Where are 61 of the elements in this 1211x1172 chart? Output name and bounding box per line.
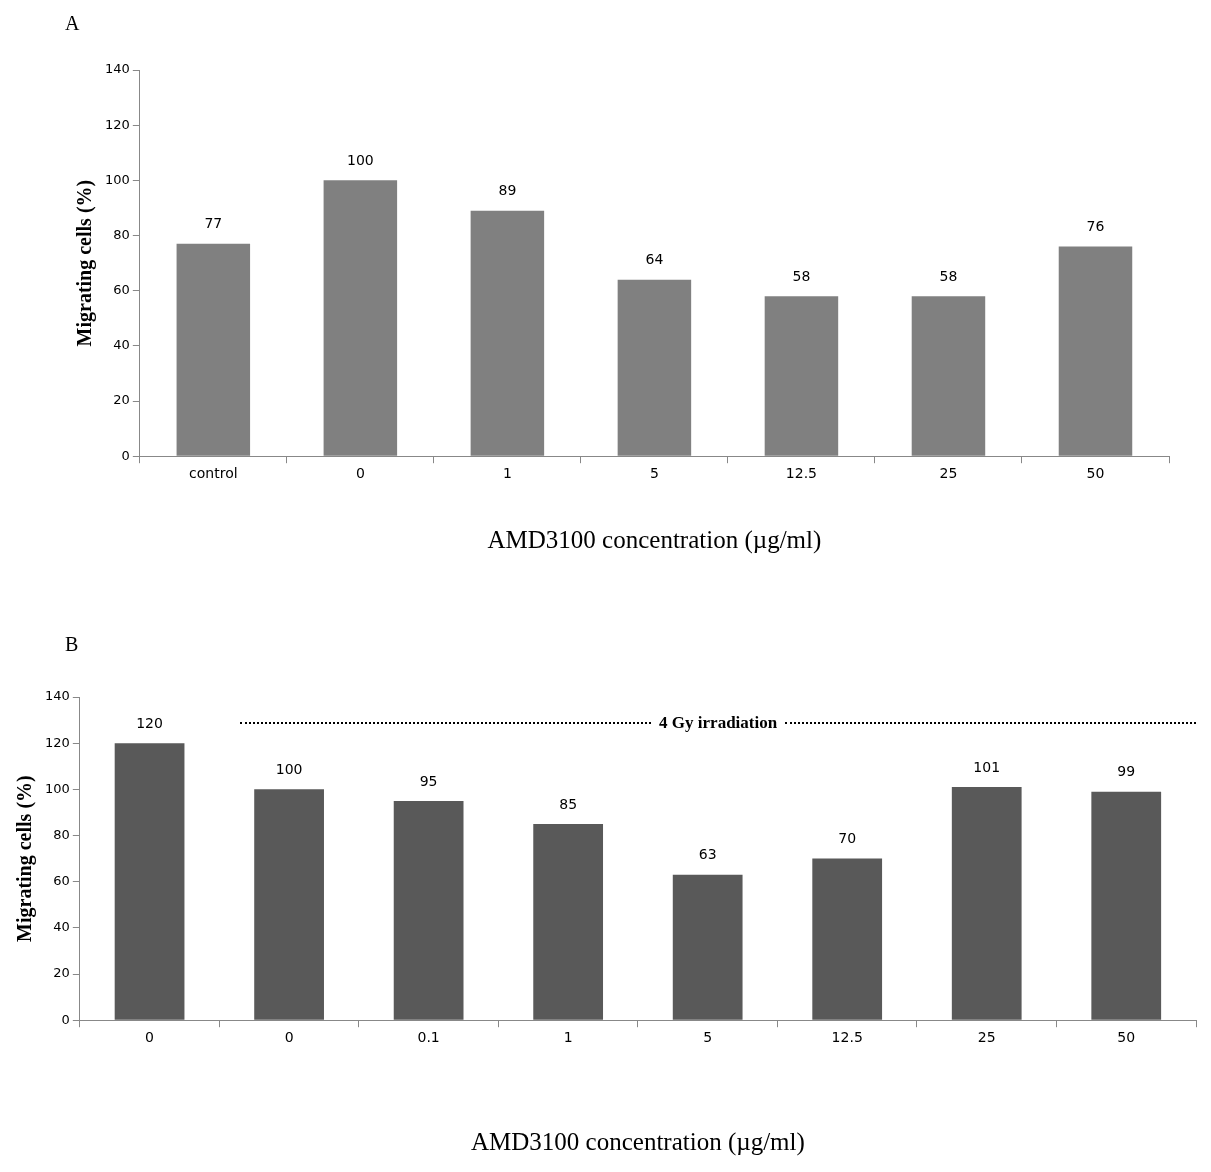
y-tick-label: 60	[53, 873, 70, 889]
bar	[812, 858, 883, 1020]
y-tick-label: 60	[113, 282, 130, 298]
x-tick-label: 50	[1086, 465, 1105, 482]
bar	[951, 787, 1022, 1020]
data-label: 64	[645, 251, 664, 268]
y-tick-label: 140	[104, 61, 130, 77]
y-tick-label: 0	[61, 1011, 70, 1027]
bar	[533, 823, 604, 1020]
bar	[254, 789, 324, 1020]
data-label: 120	[136, 714, 163, 731]
data-label: 99	[1117, 763, 1136, 780]
bar	[1091, 791, 1162, 1020]
data-label: 89	[498, 182, 517, 199]
x-tick-label: 5	[649, 465, 659, 482]
y-tick-label: 20	[53, 965, 70, 981]
data-label: 101	[973, 758, 1001, 775]
bar	[393, 800, 464, 1020]
y-tick-label: 40	[113, 337, 130, 353]
data-label: 76	[1086, 218, 1105, 235]
y-tick-label: 80	[113, 226, 130, 242]
y-axis-title: Migrating cells (%)	[13, 775, 37, 942]
data-label: 63	[698, 846, 717, 863]
x-axis-title: AMD3100 concentration (µg/ml)	[487, 525, 822, 554]
x-tick-label: 0	[284, 1029, 294, 1046]
data-label: 85	[559, 795, 578, 812]
chart-title: B	[65, 633, 79, 656]
data-label: 58	[792, 267, 811, 284]
x-axis-title: AMD3100 concentration (µg/ml)	[471, 1127, 805, 1156]
y-tick-label: 140	[44, 688, 70, 704]
y-tick-label: 0	[121, 447, 130, 463]
y-tick-label: 40	[53, 919, 70, 935]
x-tick-label: 0	[145, 1029, 155, 1046]
x-tick-label: 1	[502, 465, 512, 482]
y-tick-label: 120	[44, 734, 70, 750]
annotation: 4 Gy irradiation	[658, 713, 779, 733]
x-tick-label: 25	[939, 465, 958, 482]
x-tick-label: 0.1	[417, 1029, 440, 1046]
data-label: 70	[838, 830, 857, 847]
y-tick-label: 20	[113, 392, 130, 408]
data-label: 100	[275, 760, 303, 777]
x-tick-label: 25	[977, 1029, 996, 1046]
x-tick-label: 50	[1117, 1029, 1136, 1046]
y-axis-title: Migrating cells (%)	[73, 179, 97, 347]
x-tick-label: 1	[563, 1029, 573, 1046]
y-tick-label: 120	[104, 116, 130, 132]
data-label: 58	[939, 267, 958, 284]
x-tick-label: control	[189, 465, 238, 482]
y-tick-label: 80	[53, 826, 70, 842]
bar	[114, 743, 185, 1020]
chart-title: A	[65, 12, 80, 35]
y-tick-label: 100	[104, 171, 130, 187]
x-tick-label: 12.5	[785, 465, 818, 482]
data-label: 95	[419, 772, 438, 789]
data-label: 100	[346, 151, 374, 168]
x-tick-label: 12.5	[831, 1029, 863, 1046]
y-tick-label: 100	[44, 780, 70, 796]
x-tick-label: 5	[703, 1029, 713, 1046]
x-tick-label: 0	[355, 465, 365, 482]
bar	[672, 874, 743, 1020]
data-label: 77	[204, 215, 223, 232]
